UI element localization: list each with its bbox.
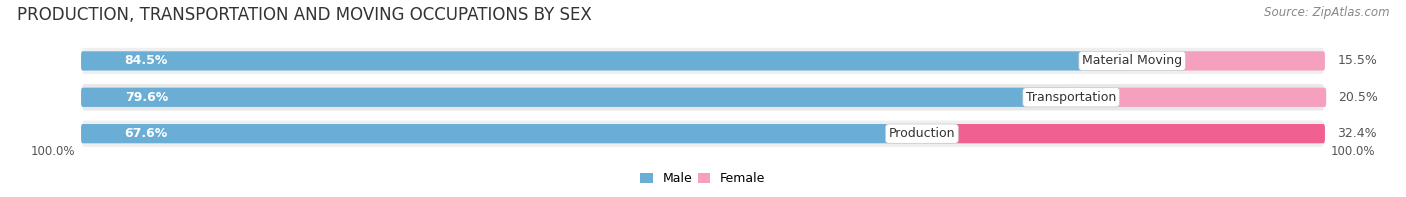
FancyBboxPatch shape	[82, 83, 1324, 112]
FancyBboxPatch shape	[82, 119, 1324, 148]
Text: 79.6%: 79.6%	[125, 91, 167, 104]
Text: 84.5%: 84.5%	[125, 54, 169, 67]
FancyBboxPatch shape	[82, 51, 1132, 71]
Text: 67.6%: 67.6%	[125, 127, 167, 140]
Text: Material Moving: Material Moving	[1083, 54, 1182, 67]
Text: Transportation: Transportation	[1026, 91, 1116, 104]
Text: 100.0%: 100.0%	[1331, 145, 1375, 158]
Text: Source: ZipAtlas.com: Source: ZipAtlas.com	[1264, 6, 1389, 19]
Text: 20.5%: 20.5%	[1339, 91, 1378, 104]
FancyBboxPatch shape	[1071, 88, 1326, 107]
Text: 32.4%: 32.4%	[1337, 127, 1376, 140]
Legend: Male, Female: Male, Female	[641, 172, 765, 185]
Text: 100.0%: 100.0%	[31, 145, 75, 158]
FancyBboxPatch shape	[82, 124, 922, 143]
Text: PRODUCTION, TRANSPORTATION AND MOVING OCCUPATIONS BY SEX: PRODUCTION, TRANSPORTATION AND MOVING OC…	[17, 6, 592, 24]
FancyBboxPatch shape	[1132, 51, 1324, 71]
Text: 15.5%: 15.5%	[1337, 54, 1378, 67]
FancyBboxPatch shape	[922, 124, 1324, 143]
FancyBboxPatch shape	[82, 46, 1324, 75]
FancyBboxPatch shape	[82, 88, 1071, 107]
Text: Production: Production	[889, 127, 955, 140]
